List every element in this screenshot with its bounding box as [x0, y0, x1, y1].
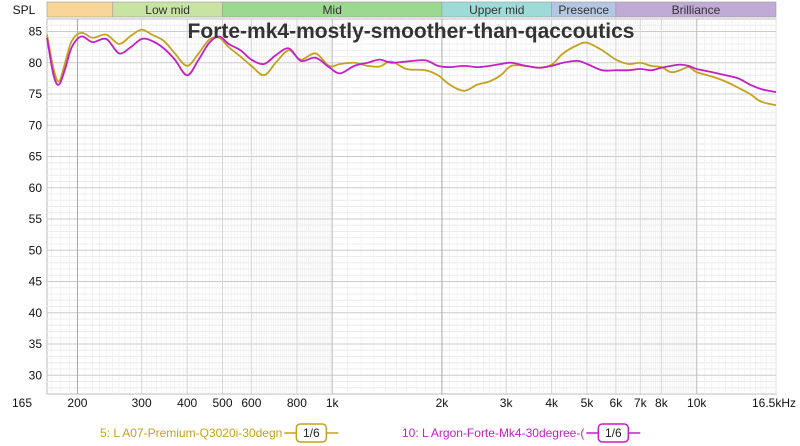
legend-series-label[interactable]: 10: L Argon-Forte-Mk4-30degree-(	[402, 426, 584, 440]
y-tick-label: 60	[29, 181, 43, 195]
y-tick-label: 35	[29, 337, 43, 351]
x-tick-label: 500	[212, 396, 232, 410]
band-label: Upper mid	[469, 3, 524, 17]
y-tick-label: 80	[29, 56, 43, 70]
band-rect	[46, 1, 114, 18]
legend[interactable]: 5: L A07-Premium-Q3020i-30degn 1/6 10: L A…	[100, 423, 641, 443]
y-tick-label: 30	[29, 368, 43, 382]
y-tick-label: 85	[29, 25, 43, 39]
series-line	[46, 28, 777, 107]
x-tick-label: 10k	[687, 396, 707, 410]
y-tick-label: 65	[29, 150, 43, 164]
x-tick-label: 6k	[610, 396, 624, 410]
frequency-bands: Low mid Mid Upper mid Presence Brilliance	[46, 1, 777, 18]
x-tick-label: 7k	[634, 396, 648, 410]
y-tick-label: 75	[29, 87, 43, 101]
y-tick-label: 55	[29, 212, 43, 226]
x-tick-label: 300	[132, 396, 152, 410]
band-label: Low mid	[145, 3, 190, 17]
y-tick-label: 70	[29, 118, 43, 132]
x-tick-label: 2k	[436, 396, 450, 410]
grid	[47, 19, 777, 394]
x-tick-label: 400	[177, 396, 197, 410]
x-tick-label: 1k	[326, 396, 340, 410]
series-line	[46, 35, 777, 94]
x-tick-label: 600	[241, 396, 261, 410]
x-tick-label: 800	[287, 396, 307, 410]
band-label: Mid	[323, 3, 342, 17]
y-axis-label: SPL	[13, 3, 36, 17]
chart-title: Forte-mk4-mostly-smoother-than-qaccoutic…	[188, 20, 635, 43]
y-tick-label: 40	[29, 306, 43, 320]
y-tick-label: 45	[29, 275, 43, 289]
smoothing-label: 1/6	[605, 426, 622, 440]
band-label: Brilliance	[672, 3, 721, 17]
x-tick-label: 16.5kHz	[752, 396, 796, 410]
band-label: Presence	[558, 3, 609, 17]
band-rect	[615, 1, 777, 18]
x-tick-label: 200	[67, 396, 87, 410]
x-tick-label: 8k	[655, 396, 669, 410]
x-tick-labels: 165 200 300 400 500 600 800 1k 2k 3k 4k 5k 6k 7k 8k 10k…	[12, 396, 796, 410]
x-tick-label: 4k	[545, 396, 559, 410]
legend-series-label[interactable]: 5: L A07-Premium-Q3020i-30degn	[100, 426, 282, 440]
x-tick-label: 5k	[581, 396, 595, 410]
y-tick-label: 50	[29, 243, 43, 257]
series-lines	[46, 28, 777, 107]
smoothing-label: 1/6	[303, 426, 320, 440]
x-tick-label: 3k	[500, 396, 514, 410]
x-tick-label: 165	[12, 396, 32, 410]
y-tick-labels: 30 35 40 45 50 55 60 65 70 75 80 85	[29, 25, 43, 383]
